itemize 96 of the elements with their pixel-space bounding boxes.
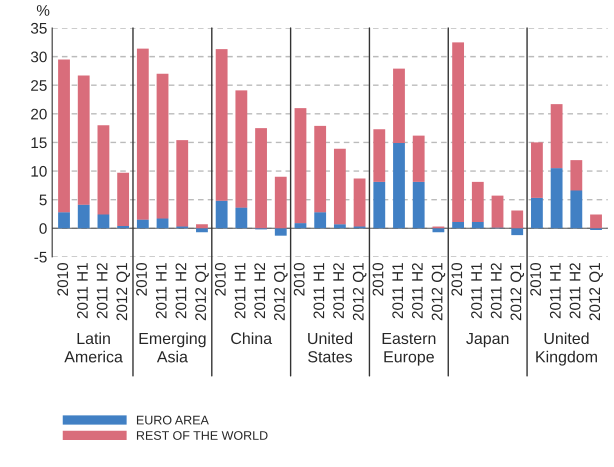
text: Emerging Asia (140, 332, 206, 362)
x-tick-label: 2012 Q1 (274, 263, 288, 320)
bar (452, 222, 464, 228)
bar (235, 90, 248, 208)
bar (196, 228, 208, 232)
bar (412, 136, 425, 182)
bar (156, 218, 168, 228)
x-tick-label: 2011 H2 (570, 263, 580, 318)
bar (334, 148, 346, 224)
bar (472, 182, 484, 222)
bar (452, 42, 464, 222)
bar (531, 198, 543, 228)
bar (550, 168, 563, 228)
bar (117, 172, 130, 226)
bar (531, 142, 543, 198)
bar (78, 204, 90, 228)
x-tick-label: 2011 H1 (156, 263, 167, 318)
x-tick-label: 2012 Q1 (116, 263, 130, 320)
bar (156, 74, 168, 219)
bar (570, 190, 582, 228)
x-tick-label: 2011 H2 (412, 263, 423, 318)
x-tick-label: 2012 Q1 (589, 263, 603, 320)
y-tick-label: 5 (39, 194, 47, 206)
bar (176, 140, 188, 227)
x-tick-label: 2010 (451, 263, 462, 296)
text: Eastern Europe (382, 332, 436, 366)
bar (216, 200, 228, 228)
text: Latin America (64, 332, 123, 362)
bar (314, 212, 326, 228)
x-tick-label: 2011 H2 (333, 263, 344, 318)
y-tick-label: 30 (30, 51, 47, 62)
bar (255, 128, 267, 228)
y-tick-label: 35 (30, 22, 47, 34)
bar (58, 212, 70, 228)
x-tick-label: 2010 (57, 263, 68, 296)
bar (136, 220, 149, 228)
bar (511, 228, 524, 236)
bar (294, 108, 306, 224)
bar (58, 59, 70, 212)
bar (590, 214, 602, 228)
x-tick-label: 2011 H1 (392, 263, 404, 318)
x-tick-label: 2011 H1 (77, 263, 88, 318)
x-tick-label: 2011 H1 (550, 263, 561, 318)
y-tick-label: 10 (32, 166, 47, 177)
x-tick-label: 2010 (294, 263, 305, 296)
bar (412, 182, 425, 228)
x-tick-label: 2012 Q1 (432, 263, 446, 320)
y-tick-label: 25 (31, 80, 47, 91)
x-tick-label: 2011 H2 (254, 263, 266, 318)
bar (511, 210, 524, 228)
x-tick-label: 2011 H2 (96, 263, 108, 318)
y-tick-label: 15 (32, 137, 47, 148)
x-tick-label: 2012 Q1 (510, 263, 524, 320)
x-tick-label: 2012 Q1 (352, 263, 366, 320)
bar (334, 224, 346, 228)
y-tick-label: -5 (34, 252, 47, 263)
x-tick-label: 2012 Q1 (195, 263, 209, 320)
text: United States (308, 332, 352, 362)
y-axis-title: % (36, 5, 50, 16)
x-tick-label: 2011 H1 (471, 263, 482, 318)
bar (196, 224, 208, 228)
bar (98, 125, 110, 215)
bar (432, 228, 444, 232)
bar (373, 129, 386, 182)
bar (235, 208, 248, 228)
bar (393, 143, 405, 228)
bar (274, 176, 287, 228)
bar (472, 222, 484, 228)
bar (354, 178, 366, 227)
bar (492, 196, 504, 228)
bar (393, 68, 405, 144)
text: Japan (466, 332, 508, 348)
x-tick-label: 2010 (136, 263, 147, 296)
bar (314, 126, 326, 212)
x-tick-label: 2010 (214, 263, 226, 296)
bar (570, 160, 582, 190)
bar (216, 49, 228, 201)
bar (136, 48, 149, 220)
bar (550, 104, 563, 168)
bar (98, 214, 110, 228)
text: United Kingdom (536, 332, 597, 366)
bar (294, 223, 306, 228)
x-tick-label: 2011 H1 (234, 263, 246, 318)
bar (274, 228, 287, 236)
x-tick-label: 2011 H1 (313, 263, 324, 318)
legend-label: REST OF THE WORLD (136, 431, 268, 440)
bar (373, 182, 386, 228)
x-tick-label: 2011 H2 (176, 263, 186, 318)
x-tick-label: 2010 (372, 263, 384, 296)
y-tick-label: 20 (31, 108, 47, 120)
text: China (231, 332, 272, 344)
legend-label: EURO AREA (136, 416, 209, 425)
x-tick-label: 2011 H2 (490, 263, 502, 318)
y-tick-label: 0 (39, 223, 47, 234)
bar (78, 76, 90, 205)
x-tick-label: 2010 (530, 263, 542, 296)
